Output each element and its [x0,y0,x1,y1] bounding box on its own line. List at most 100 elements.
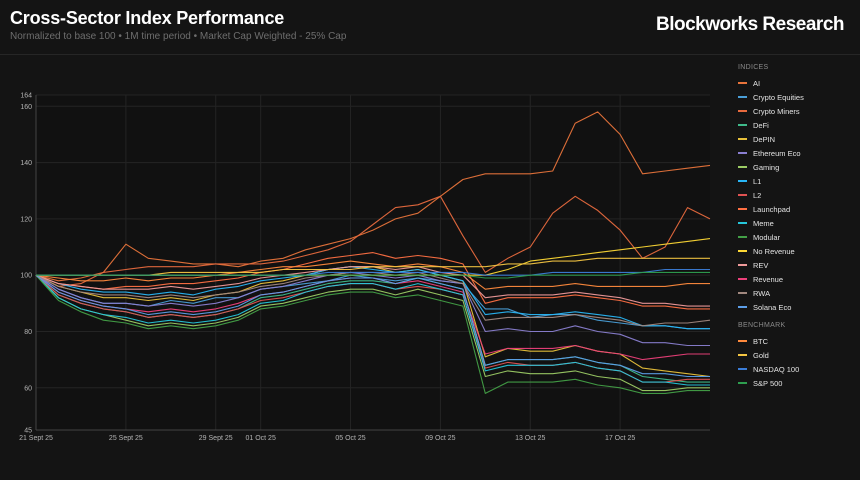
legend-label: Solana Eco [753,302,792,312]
legend-item-rev[interactable]: REV [738,258,856,272]
legend-label: Modular [753,232,781,242]
legend-item-defi[interactable]: DeFi [738,118,856,132]
legend-label: REV [753,260,769,270]
y-tick-label: 120 [20,216,32,223]
x-tick-label: 05 Oct 25 [335,435,365,442]
legend-item-rwa[interactable]: RWA [738,286,856,300]
brand-logo-text: Blockworks Research [656,14,845,35]
series-line-solana-eco [35,274,710,378]
header-divider [0,54,860,55]
legend-swatch [738,382,747,384]
x-tick-label: 25 Sept 25 [109,435,143,442]
series-line-l1 [35,266,710,330]
legend-swatch [738,82,747,84]
legend-label: DePIN [753,134,776,144]
legend-item-modular[interactable]: Modular [738,230,856,244]
legend-item-gaming[interactable]: Gaming [738,160,856,174]
legend-label: L1 [753,176,762,186]
legend-item-crypto-miners[interactable]: Crypto Miners [738,104,856,118]
legend-item-btc[interactable]: BTC [738,334,856,348]
legend-swatch [738,180,747,182]
legend-label: RWA [753,288,771,298]
y-tick-label: 45 [24,428,32,435]
legend-indices-list: AI Crypto Equities Crypto Miners DeFi DePIN E… [738,76,856,314]
x-tick-label: 21 Sept 25 [19,435,53,442]
series-line-sandp-500 [36,271,710,279]
legend-label: Gold [753,350,769,360]
legend-item-crypto-equities[interactable]: Crypto Equities [738,90,856,104]
legend-item-ai[interactable]: AI [738,76,856,90]
legend-swatch [738,152,747,154]
legend-label: Meme [753,218,774,228]
legend-label: NASDAQ 100 [753,364,800,374]
x-tick-label: 01 Oct 25 [245,435,275,442]
plot-area [36,95,710,430]
x-tick-label: 17 Oct 25 [605,435,635,442]
legend-label: BTC [753,336,768,346]
x-tick-label: 09 Oct 25 [425,435,455,442]
y-tick-label: 60 [24,385,32,392]
legend-swatch [738,222,747,224]
legend-swatch [738,292,747,294]
legend-item-meme[interactable]: Meme [738,216,856,230]
series-line-meme [35,274,710,386]
legend-label: AI [753,78,761,88]
y-tick-label: 140 [20,160,32,167]
series-line-launchpad [35,252,710,310]
y-tick-label: 80 [24,329,32,336]
legend-item-ethereum-eco[interactable]: Ethereum Eco [738,146,856,160]
legend-label: Crypto Equities [753,92,804,102]
series-line-gaming [35,274,710,392]
legend-label: Gaming [753,162,780,172]
legend-label: Ethereum Eco [753,148,801,158]
legend-item-no-revenue[interactable]: No Revenue [738,244,856,258]
legend-swatch [738,96,747,98]
chart-subtitle: Normalized to base 100 • 1M time period … [10,31,347,42]
legend-swatch [738,368,747,370]
y-tick-label: 164 [20,93,32,100]
chart-title: Cross-Sector Index Performance [10,8,285,28]
series-line-ai [35,111,711,282]
legend-item-nasdaq-100[interactable]: NASDAQ 100 [738,362,856,376]
x-tick-label: 13 Oct 25 [515,435,545,442]
legend-section-indices: INDICES [738,64,769,71]
legend-item-launchpad[interactable]: Launchpad [738,202,856,216]
legend-swatch [738,124,747,126]
legend-item-gold[interactable]: Gold [738,348,856,362]
legend-swatch [738,306,747,308]
legend-swatch [738,278,747,280]
legend-item-l2[interactable]: L2 [738,188,856,202]
y-tick-label: 160 [20,104,32,111]
y-tick-label: 100 [20,273,32,280]
line-chart: 45 60 80 100 120 140 160 164 21 Sept 25 25 Sept 2… [19,93,711,442]
legend-item-depin[interactable]: DePIN [738,132,856,146]
legend-swatch [738,264,747,266]
chart-legend: INDICES AI Crypto Equities Crypto Miners De… [738,62,856,390]
legend-swatch [738,166,747,168]
legend-label: DeFi [753,120,769,130]
legend-swatch [738,208,747,210]
legend-item-sandp-500[interactable]: S&P 500 [738,376,856,390]
legend-label: Crypto Miners [753,106,800,116]
legend-label: S&P 500 [753,378,783,388]
legend-label: L2 [753,190,762,200]
series-line-btc [35,260,710,290]
legend-swatch [738,194,747,196]
legend-swatch [738,110,747,112]
legend-item-revenue[interactable]: Revenue [738,272,856,286]
series-line-crypto-miners [35,195,711,287]
legend-swatch [738,138,747,140]
legend-section-benchmark: BENCHMARK [738,322,786,329]
x-tick-label: 29 Sept 25 [199,435,233,442]
legend-item-l1[interactable]: L1 [738,174,856,188]
legend-label: No Revenue [753,246,795,256]
legend-swatch [738,250,747,252]
legend-label: Revenue [753,274,784,284]
legend-label: Launchpad [753,204,791,214]
series-line-modular [35,274,710,394]
legend-swatch [738,340,747,342]
legend-swatch [738,354,747,356]
legend-item-solana-eco[interactable]: Solana Eco [738,300,856,314]
legend-benchmark-list: BTC Gold NASDAQ 100 S&P 500 [738,334,856,390]
legend-swatch [738,236,747,238]
